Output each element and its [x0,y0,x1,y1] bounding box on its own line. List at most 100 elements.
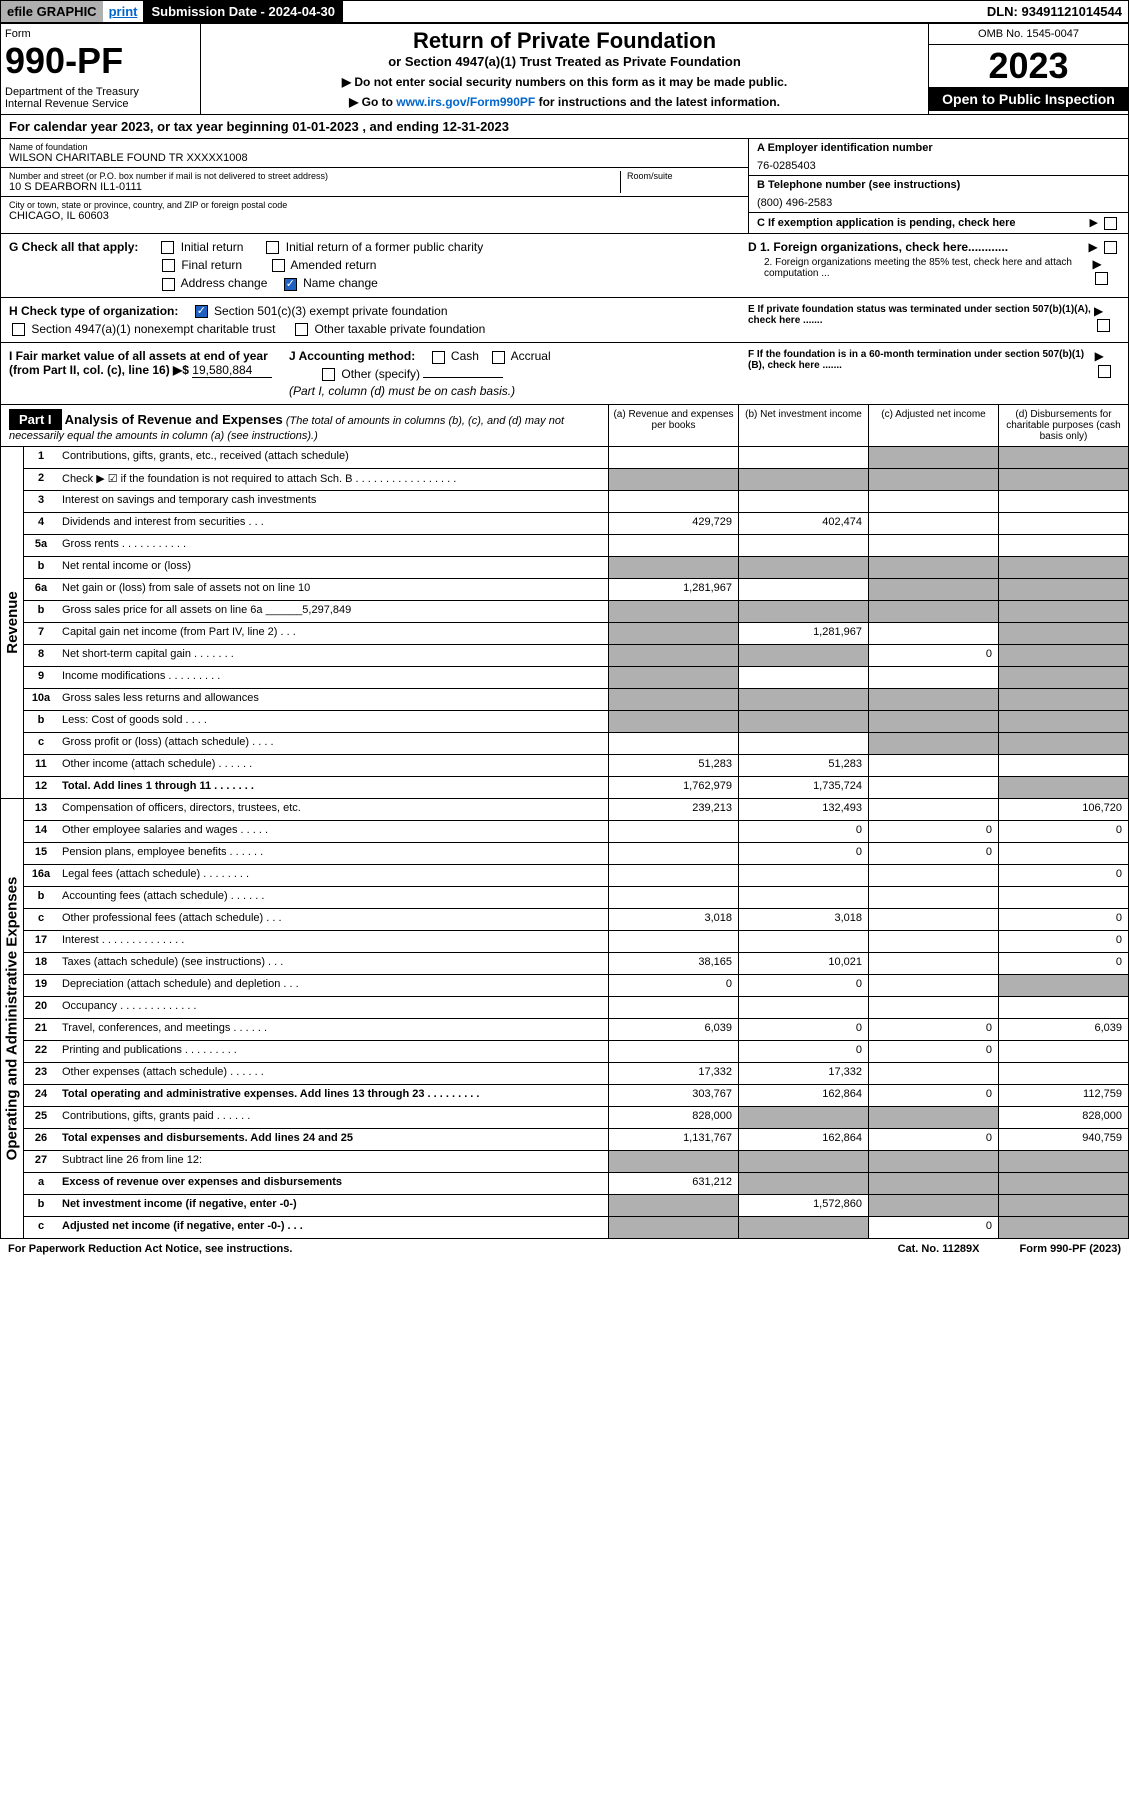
row-r16c: c Other professional fees (attach schedu… [24,909,1129,931]
line-desc: Capital gain net income (from Part IV, l… [58,623,608,644]
line-num: 25 [24,1107,58,1128]
cell-a: 631,212 [608,1173,738,1194]
cell-b: 3,018 [738,909,868,930]
line-num: 26 [24,1129,58,1150]
calendar-year: For calendar year 2023, or tax year begi… [0,115,1129,139]
cell-a: 38,165 [608,953,738,974]
cell-c [868,953,998,974]
row-r2: 2 Check ▶ ☑ if the foundation is not req… [24,469,1129,491]
row-r20: 20 Occupancy . . . . . . . . . . . . . [24,997,1129,1019]
cell-c [868,1195,998,1216]
cell-b [738,469,868,490]
cell-b: 132,493 [738,799,868,820]
cell-c: 0 [868,843,998,864]
line-desc: Depreciation (attach schedule) and deple… [58,975,608,996]
cell-a [608,1151,738,1172]
cell-d [998,447,1128,468]
print-link[interactable]: print [103,1,144,22]
amended-checkbox[interactable] [272,259,285,272]
e-checkbox[interactable] [1097,319,1110,332]
cell-a [608,689,738,710]
cell-b: 1,572,860 [738,1195,868,1216]
final-checkbox[interactable] [162,259,175,272]
cell-d [998,711,1128,732]
part1-header: Part I Analysis of Revenue and Expenses … [0,405,1129,447]
cell-c [868,557,998,578]
f-label: F If the foundation is in a 60-month ter… [748,349,1095,377]
cell-d [998,689,1128,710]
cell-a [608,931,738,952]
cash-checkbox[interactable] [432,351,445,364]
cell-c: 0 [868,1041,998,1062]
cell-b [738,887,868,908]
row-r6b: b Gross sales price for all assets on li… [24,601,1129,623]
cell-a: 1,762,979 [608,777,738,798]
address-checkbox[interactable] [162,278,175,291]
line-desc: Total. Add lines 1 through 11 . . . . . … [58,777,608,798]
cell-b [738,865,868,886]
cell-b [738,689,868,710]
cell-a [608,843,738,864]
row-r24: 24 Total operating and administrative ex… [24,1085,1129,1107]
line-desc: Contributions, gifts, grants, etc., rece… [58,447,608,468]
cell-c [868,601,998,622]
cell-c [868,777,998,798]
form-header: Form 990-PF Department of the Treasury I… [0,23,1129,115]
row-r19: 19 Depreciation (attach schedule) and de… [24,975,1129,997]
line-num: b [24,557,58,578]
line-num: c [24,1217,58,1238]
cell-a [608,733,738,754]
f-checkbox[interactable] [1098,365,1111,378]
h3-checkbox[interactable] [295,323,308,336]
cell-d: 0 [998,821,1128,842]
initial-former-checkbox[interactable] [266,241,279,254]
cell-a [608,667,738,688]
row-r11: 11 Other income (attach schedule) . . . … [24,755,1129,777]
c-checkbox[interactable] [1104,217,1117,230]
cell-c [868,733,998,754]
col-b-header: (b) Net investment income [738,405,868,446]
accrual-checkbox[interactable] [492,351,505,364]
cell-c [868,667,998,688]
cell-c: 0 [868,1019,998,1040]
initial-checkbox[interactable] [161,241,174,254]
line-desc: Other income (attach schedule) . . . . .… [58,755,608,776]
cell-b [738,601,868,622]
cell-a [608,887,738,908]
cell-c [868,623,998,644]
col-c-header: (c) Adjusted net income [868,405,998,446]
cell-c: 0 [868,1217,998,1238]
cell-b: 1,735,724 [738,777,868,798]
cell-a [608,997,738,1018]
other-checkbox[interactable] [322,368,335,381]
cell-d [998,1151,1128,1172]
line-desc: Pension plans, employee benefits . . . .… [58,843,608,864]
other-label: Other (specify) [341,367,420,381]
line-desc: Travel, conferences, and meetings . . . … [58,1019,608,1040]
h2-checkbox[interactable] [12,323,25,336]
cell-c [868,1063,998,1084]
line-num: 18 [24,953,58,974]
row-r5a: 5a Gross rents . . . . . . . . . . . [24,535,1129,557]
cell-d [998,887,1128,908]
h1-checkbox[interactable] [195,305,208,318]
footer-center: Cat. No. 11289X [898,1243,980,1255]
row-r10b: b Less: Cost of goods sold . . . . [24,711,1129,733]
line-desc: Dividends and interest from securities .… [58,513,608,534]
cell-d [998,667,1128,688]
line-desc: Taxes (attach schedule) (see instruction… [58,953,608,974]
name-change-checkbox[interactable] [284,278,297,291]
phone-value: (800) 496-2583 [757,197,1120,209]
line-desc: Gross rents . . . . . . . . . . . [58,535,608,556]
ein-value: 76-0285403 [757,160,1120,172]
h2-label: Section 4947(a)(1) nonexempt charitable … [31,322,275,336]
street-address: 10 S DEARBORN IL1-0111 [9,181,620,193]
d2-checkbox[interactable] [1095,272,1108,285]
cell-a: 17,332 [608,1063,738,1084]
cell-b: 10,021 [738,953,868,974]
line-num: b [24,601,58,622]
cell-c [868,711,998,732]
d1-checkbox[interactable] [1104,241,1117,254]
form-title: Return of Private Foundation [205,28,924,54]
irs-link[interactable]: www.irs.gov/Form990PF [396,95,535,109]
